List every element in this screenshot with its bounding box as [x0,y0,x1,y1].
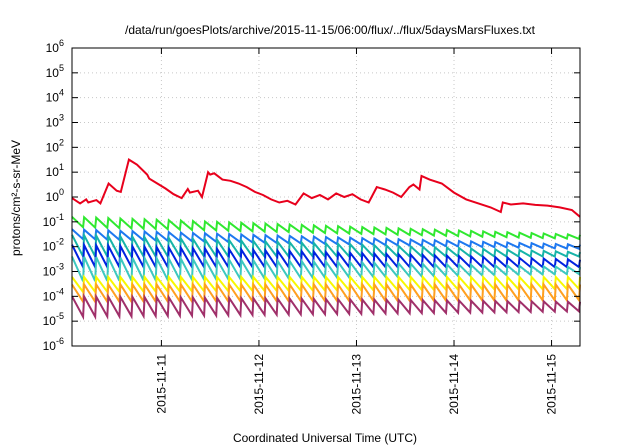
y-tick-label: 10-4 [43,286,64,303]
series-line [71,292,581,321]
y-tick-label: 10-1 [43,212,64,229]
y-tick-label: 103 [46,113,64,130]
x-axis-label: Coordinated Universal Time (UTC) [233,431,417,445]
series-line [71,215,581,241]
series-line [71,241,581,272]
series-line [71,274,581,295]
y-tick-label: 104 [46,88,64,105]
x-tick-label: 2015-11-12 [252,354,266,415]
y-tick-label: 102 [46,137,64,154]
y-axis-label: protons/cm²-s-sr-MeV [9,140,23,256]
series-lines [71,158,581,321]
y-tick-label: 10-2 [43,237,64,254]
x-axis-ticks: 2015-11-11 2015-11-12 2015-11-13 2015-11-14… [154,48,559,415]
series-line [71,281,581,305]
y-tick-label: 105 [46,63,64,80]
y-tick-label: 106 [46,38,64,55]
y-tick-label: 10-3 [43,262,64,279]
x-tick-label: 2015-11-13 [349,354,363,415]
y-tick-label: 100 [46,187,64,204]
chart-title: /data/run/goesPlots/archive/2015-11-15/0… [125,23,536,37]
y-axis-ticks: 10-6 10-5 10-4 10-3 10-2 10-1 100 101 102 103 104 1… [43,38,580,353]
series-line [71,158,581,218]
y-tick-label: 101 [46,162,64,179]
x-tick-label: 2015-11-14 [447,354,461,415]
x-tick-label: 2015-11-11 [154,354,168,414]
series-line [71,231,581,261]
series-line [71,254,581,285]
y-tick-label: 10-5 [43,311,64,328]
x-tick-label: 2015-11-15 [545,354,559,415]
series-line [71,227,581,251]
y-tick-label: 10-6 [43,336,64,353]
